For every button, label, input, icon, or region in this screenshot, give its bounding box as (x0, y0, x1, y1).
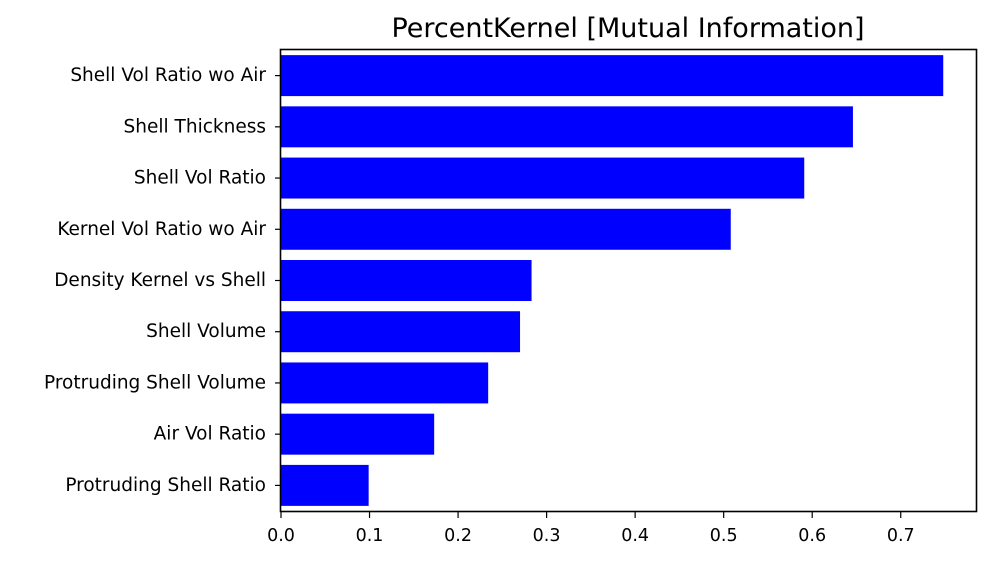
x-tick-label: 0.0 (267, 526, 295, 546)
x-tick-label: 0.5 (710, 526, 738, 546)
x-tick-label: 0.7 (887, 526, 915, 546)
x-tick-label: 0.3 (533, 526, 561, 546)
bar-5 (281, 260, 532, 301)
chart-title: PercentKernel [Mutual Information] (391, 13, 864, 44)
y-tick-label: Density Kernel vs Shell (54, 270, 266, 291)
bar-2 (281, 106, 853, 148)
y-tick-label: Shell Thickness (124, 116, 266, 137)
y-tick-label: Kernel Vol Ratio wo Air (57, 219, 266, 240)
x-tick-label: 0.6 (798, 526, 826, 546)
bar-6 (281, 311, 521, 353)
x-tick-label: 0.1 (356, 526, 384, 546)
bar-3 (281, 157, 805, 199)
y-tick-label: Protruding Shell Volume (44, 372, 266, 393)
x-tick-label: 0.4 (621, 526, 649, 546)
bar-7 (281, 362, 489, 404)
bar-1 (281, 55, 944, 97)
plot-frame (279, 48, 978, 513)
x-tick-label: 0.2 (444, 526, 472, 546)
bars-group (281, 55, 944, 506)
bar-4 (281, 208, 731, 250)
y-tick-label: Shell Vol Ratio (134, 168, 266, 189)
y-tick-label: Shell Volume (146, 321, 266, 342)
y-tick-label: Shell Vol Ratio wo Air (70, 65, 266, 86)
bar-9 (281, 464, 369, 506)
x-ticks: 0.0 0.1 0.2 0.3 0.4 0.5 0.6 0.7 (267, 511, 915, 546)
y-tick-labels: Shell Vol Ratio wo Air Shell Thickness She… (44, 65, 281, 496)
y-tick-label: Air Vol Ratio (154, 424, 266, 445)
y-tick-label: Protruding Shell Ratio (65, 475, 266, 496)
bar-8 (281, 413, 435, 455)
